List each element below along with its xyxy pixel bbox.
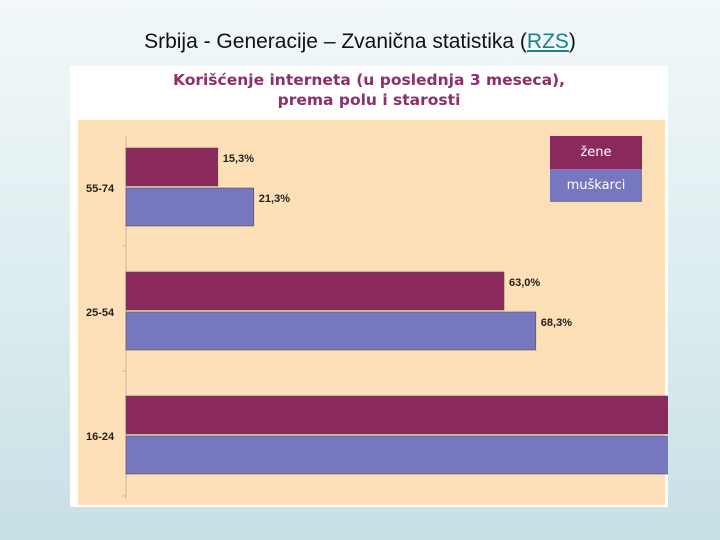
slide-title-suffix: ) <box>568 30 576 53</box>
bar-55-74-muskarci <box>125 187 255 227</box>
rzs-link[interactable]: RZS <box>526 30 569 53</box>
data-label-55-74-zene: 15,3% <box>223 153 254 165</box>
bar-25-54-muskarci <box>125 311 537 351</box>
legend-item-zene: žene <box>550 136 642 169</box>
category-label-16-24: 16-24 <box>86 431 115 443</box>
category-label-55-74: 55-74 <box>86 183 115 195</box>
category-label-25-54: 25-54 <box>86 307 115 319</box>
bar-16-24-zene <box>125 395 668 435</box>
slide-title-text: Srbija - Generacije – Zvanična statistik… <box>144 30 527 53</box>
chart-panel: Korišćenje interneta (u poslednja 3 mese… <box>70 66 668 507</box>
bar-chart: 15,3%21,3%55-7463,0%68,3%25-5493,9%93,1%… <box>78 120 668 505</box>
bar-25-54-zene <box>125 271 505 311</box>
legend: žene muškarci <box>550 136 642 202</box>
slide-title: Srbija - Generacije – Zvanična statistik… <box>0 30 720 54</box>
data-label-25-54-zene: 63,0% <box>509 277 540 289</box>
data-label-55-74-muskarci: 21,3% <box>259 193 290 205</box>
chart-title: Korišćenje interneta (u poslednja 3 mese… <box>172 71 566 109</box>
bar-55-74-zene <box>125 147 219 187</box>
bar-16-24-muskarci <box>125 435 668 475</box>
legend-item-muskarci: muškarci <box>550 169 642 202</box>
data-label-25-54-muskarci: 68,3% <box>541 317 572 329</box>
